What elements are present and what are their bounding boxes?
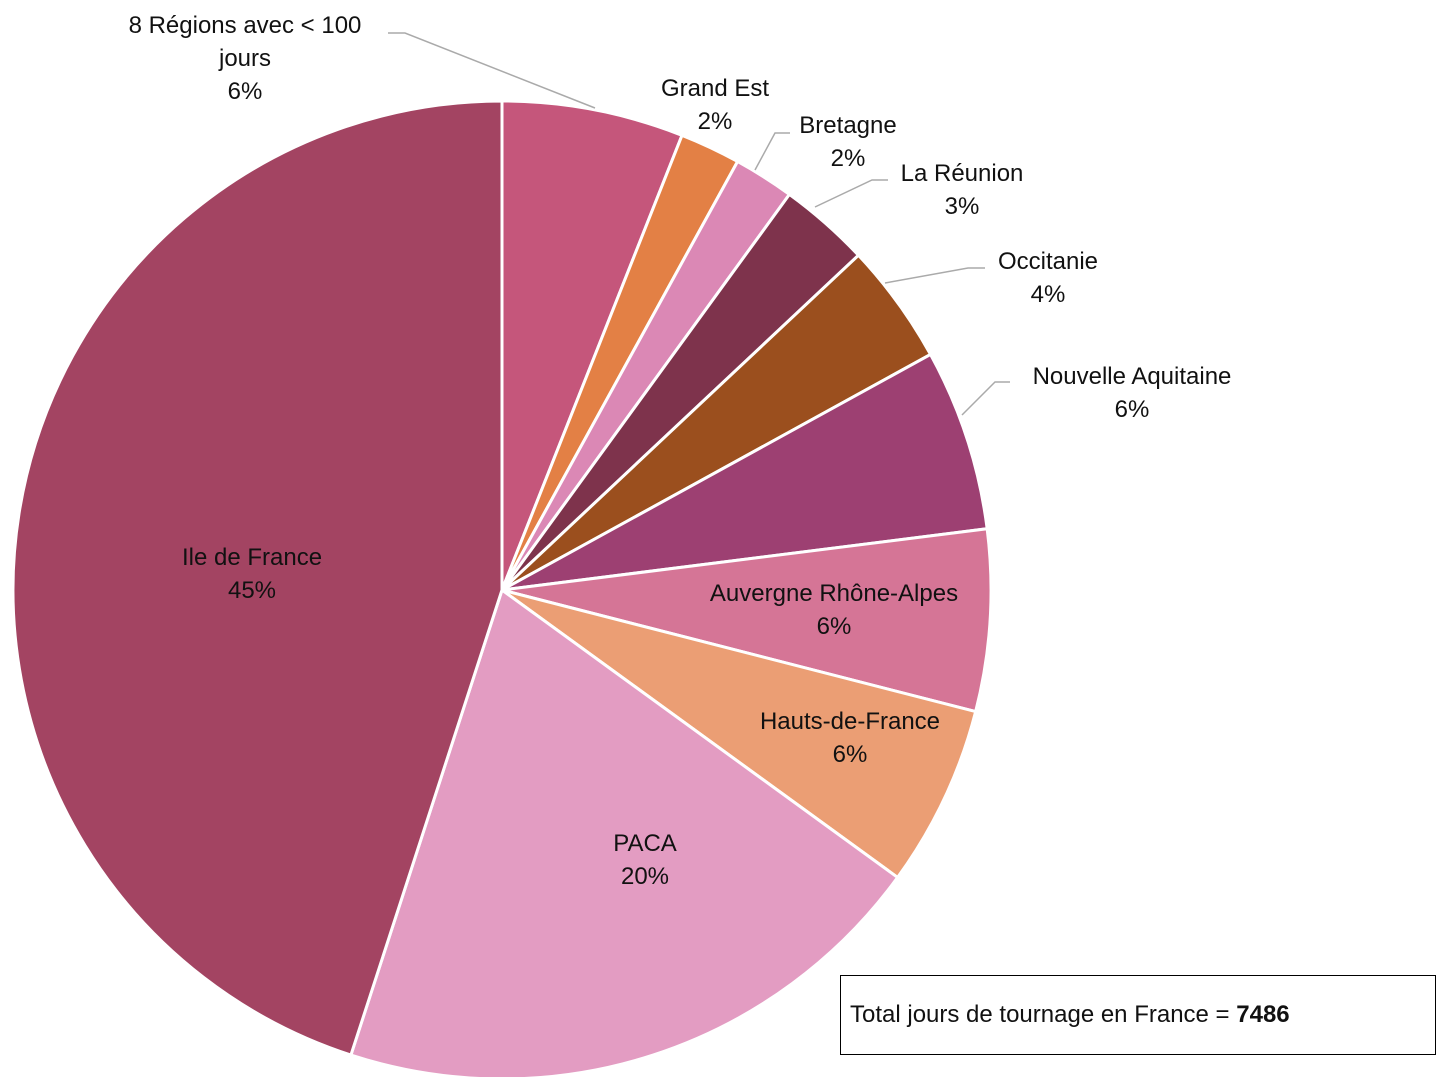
total-box: Total jours de tournage en France = 7486 — [840, 975, 1436, 1055]
slice-label: Hauts-de-France 6% — [760, 705, 940, 771]
slice-name: La Réunion — [900, 160, 1024, 187]
leader-line — [814, 179, 888, 208]
pie-slice — [501, 527, 993, 714]
slice-label: Auvergne Rhône-Alpes 6% — [710, 577, 958, 643]
pie-slice — [349, 587, 900, 1077]
leader-line — [754, 132, 790, 171]
pie-slice — [500, 99, 684, 591]
slice-percent: 6% — [227, 78, 263, 105]
pie-slice — [11, 99, 504, 1057]
slice-percent: 6% — [816, 613, 852, 640]
slice-label: 8 Régions avec < 100 jours 6% — [105, 9, 385, 108]
slice-label: PACA 20% — [613, 827, 677, 893]
total-value: 7486 — [1236, 1001, 1290, 1028]
slice-label: Grand Est 2% — [661, 72, 769, 138]
slice-name: Grand Est — [660, 75, 770, 102]
slice-name: Occitanie — [997, 248, 1099, 275]
slice-percent: 2% — [697, 108, 733, 135]
pie-slice — [501, 588, 978, 880]
slice-name: 8 Régions avec < 100 jours — [128, 12, 362, 72]
slice-percent: 6% — [1114, 396, 1150, 423]
slice-name: Bretagne — [799, 112, 897, 139]
leader-line — [884, 267, 985, 284]
slice-name: Hauts-de-France — [759, 708, 941, 735]
slice-label: Occitanie 4% — [998, 245, 1098, 311]
leader-line — [961, 381, 1010, 416]
leader-line — [388, 32, 596, 109]
pie-slice — [501, 352, 989, 592]
slice-label: Nouvelle Aquitaine 6% — [1033, 360, 1232, 426]
slice-percent: 3% — [944, 193, 980, 220]
slice-percent: 4% — [1030, 281, 1066, 308]
slice-name: PACA — [613, 830, 677, 857]
slice-name: Auvergne Rhône-Alpes — [709, 580, 959, 607]
slice-label: Ile de France 45% — [182, 541, 322, 607]
slice-percent: 20% — [620, 863, 670, 890]
slice-name: Ile de France — [181, 544, 323, 571]
slice-percent: 2% — [830, 145, 866, 172]
slice-label: La Réunion 3% — [901, 157, 1024, 223]
total-text: Total jours de tournage en France = — [850, 1001, 1230, 1028]
slice-percent: 45% — [227, 577, 277, 604]
slice-name: Nouvelle Aquitaine — [1032, 363, 1232, 390]
slice-label: Bretagne 2% — [799, 109, 896, 175]
slice-percent: 6% — [832, 741, 868, 768]
